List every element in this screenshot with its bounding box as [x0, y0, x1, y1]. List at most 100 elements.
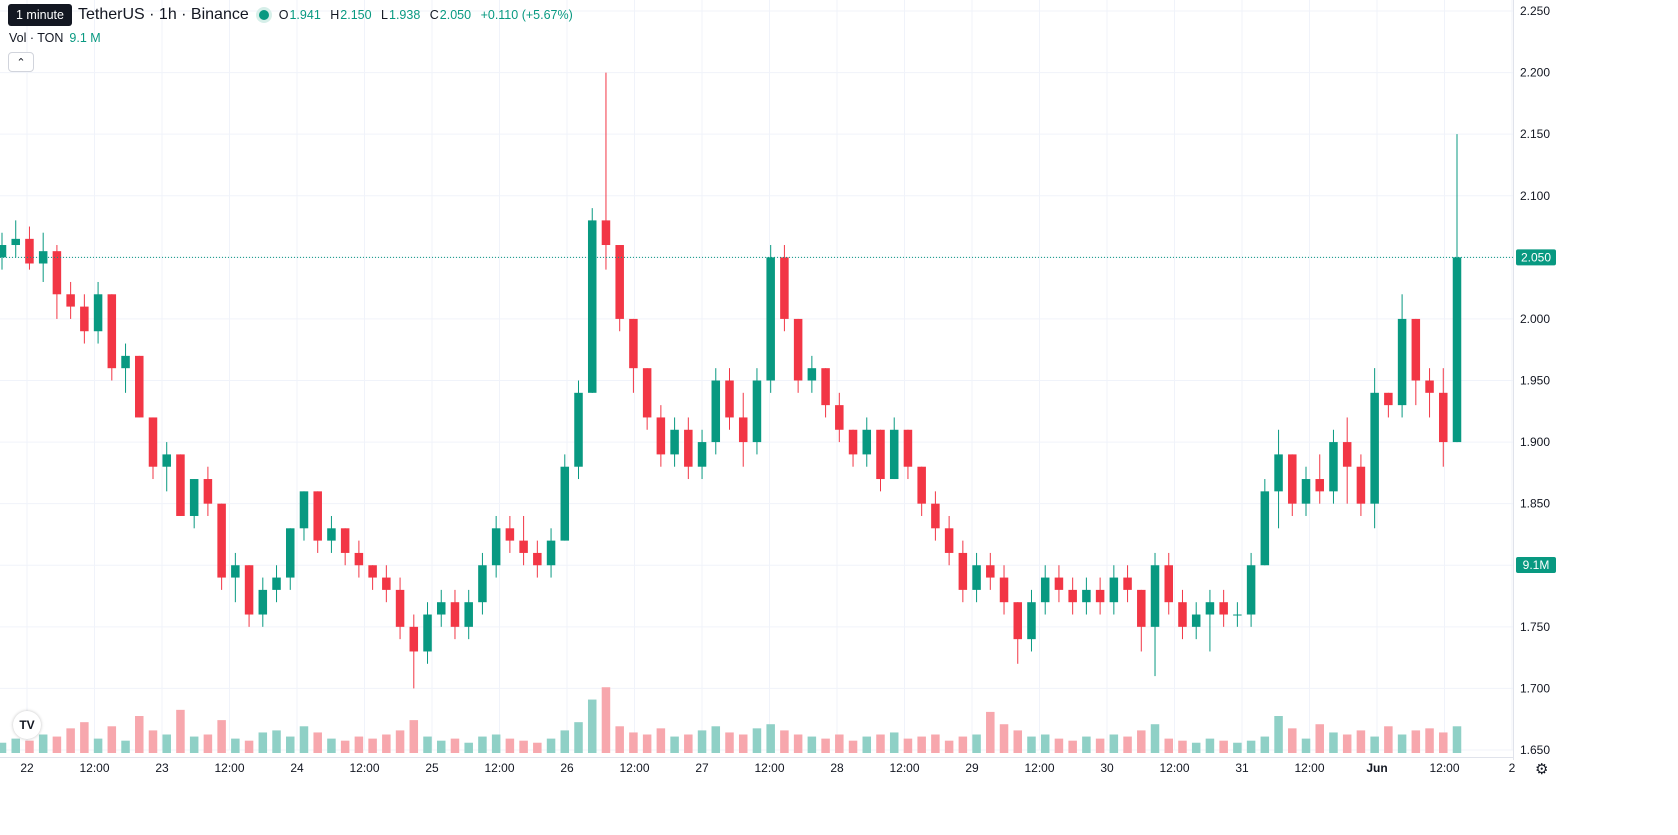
symbol-title[interactable]: TetherUS · 1h · Binance [78, 6, 249, 23]
candle-body [697, 442, 707, 467]
volume-bar [0, 742, 7, 753]
volume-bar [697, 730, 707, 753]
candle-body [203, 479, 213, 504]
time-tick-label: Jun [1366, 761, 1387, 775]
volume-bar [793, 734, 803, 753]
time-tick-label: 22 [20, 761, 34, 775]
time-tick-label: 12:00 [1159, 761, 1189, 775]
candle-body [711, 380, 721, 443]
price-axis[interactable]: 2.250 2.200 2.150 2.100 2.050 2.000 1.950 1.900… [1513, 0, 1557, 760]
candle-body [615, 245, 624, 319]
candle-body [642, 368, 652, 418]
candle-body [546, 540, 556, 566]
time-tick-label: 12:00 [79, 761, 109, 775]
candle-body [1109, 577, 1119, 603]
candle-body [1356, 466, 1366, 504]
volume-bar [327, 738, 336, 753]
volume-bar [546, 738, 556, 753]
volume-bar [1027, 736, 1036, 753]
volume-bar [903, 738, 913, 753]
volume-bar [821, 738, 830, 753]
volume-bar [1301, 738, 1311, 753]
candle-body [505, 528, 515, 541]
volume-bar [752, 728, 762, 753]
volume-bar [766, 724, 775, 753]
volume-bar [25, 740, 34, 753]
volume-bar [299, 726, 309, 753]
volume-bar [1425, 728, 1434, 753]
candle-body [1191, 614, 1201, 627]
candle-body [972, 565, 981, 590]
time-tick-label: 12:00 [484, 761, 514, 775]
volume-bar [862, 736, 872, 753]
volume-bar [1370, 736, 1379, 753]
volume-bar [258, 732, 268, 753]
candle-body [121, 355, 130, 369]
candle-body [313, 491, 322, 541]
volume-bar [93, 738, 103, 753]
volume-bars [0, 687, 1462, 753]
volume-bar [52, 736, 62, 753]
volume-bar [1095, 738, 1105, 753]
candle-body [1384, 392, 1393, 406]
volume-bar [231, 738, 240, 753]
time-axis[interactable]: 22 12:00 23 12:00 24 12:00 25 12:00 26 12:00 27 12:… [0, 757, 1516, 776]
volume-bar [972, 734, 981, 753]
time-tick-label: 23 [155, 761, 169, 775]
volume-bar [189, 736, 199, 753]
volume-bar [1411, 730, 1421, 753]
candle-body [258, 589, 268, 615]
time-tick-label: 12:00 [619, 761, 649, 775]
candle-body [1068, 589, 1077, 603]
volume-bar [1329, 732, 1338, 753]
candle-body [752, 380, 762, 443]
candle-body [0, 245, 7, 258]
volume-bar [382, 734, 391, 753]
tradingview-logo[interactable]: TV [13, 711, 41, 739]
time-tick-label: 12:00 [1024, 761, 1054, 775]
candle-body [1260, 491, 1270, 566]
candle-body [382, 577, 391, 590]
volume-bar [1164, 738, 1174, 753]
price-tick-label: 2.200 [1520, 66, 1550, 80]
volume-label: Vol · TON [9, 31, 64, 45]
high-value: 2.150 [340, 8, 372, 22]
volume-bar [1054, 738, 1064, 753]
candle-body [1219, 602, 1228, 615]
volume-bar [162, 734, 171, 753]
open-value: 1.941 [289, 8, 321, 22]
gear-icon[interactable]: ⚙ [1535, 761, 1549, 778]
volume-bar [464, 742, 473, 753]
market-status-icon [258, 10, 269, 20]
ohlc-values: O1.941 H2.150 L1.938 C2.050 +0.110 (+5.6… [278, 8, 573, 22]
volume-bar [917, 736, 926, 753]
time-tick-label: 12:00 [214, 761, 244, 775]
volume-bar [313, 732, 322, 753]
candle-body [162, 454, 171, 467]
volume-bar [574, 722, 583, 753]
candle-body [464, 602, 473, 627]
candle-body [1178, 602, 1187, 627]
candle-body [231, 565, 240, 578]
volume-bar [780, 730, 789, 753]
volume-bar [436, 740, 446, 753]
candle-body [1150, 565, 1160, 627]
volume-bar [1452, 726, 1462, 753]
candle-body [148, 417, 158, 467]
candle-body [1452, 257, 1462, 443]
time-tick-label: 12:00 [889, 761, 919, 775]
candle-body [244, 565, 254, 615]
time-tick-label: 24 [290, 761, 304, 775]
candle-body [1027, 602, 1036, 640]
candle-body [560, 466, 570, 541]
volume-bar [999, 724, 1009, 753]
candle-body [876, 429, 885, 480]
candle-body [574, 392, 583, 467]
time-tick-label: 27 [695, 761, 709, 775]
candle-body [931, 503, 940, 529]
chevron-up-icon[interactable]: ⌃ [8, 52, 34, 72]
candle-body [889, 429, 899, 480]
volume-bar [1205, 738, 1215, 753]
candle-body [766, 257, 775, 381]
